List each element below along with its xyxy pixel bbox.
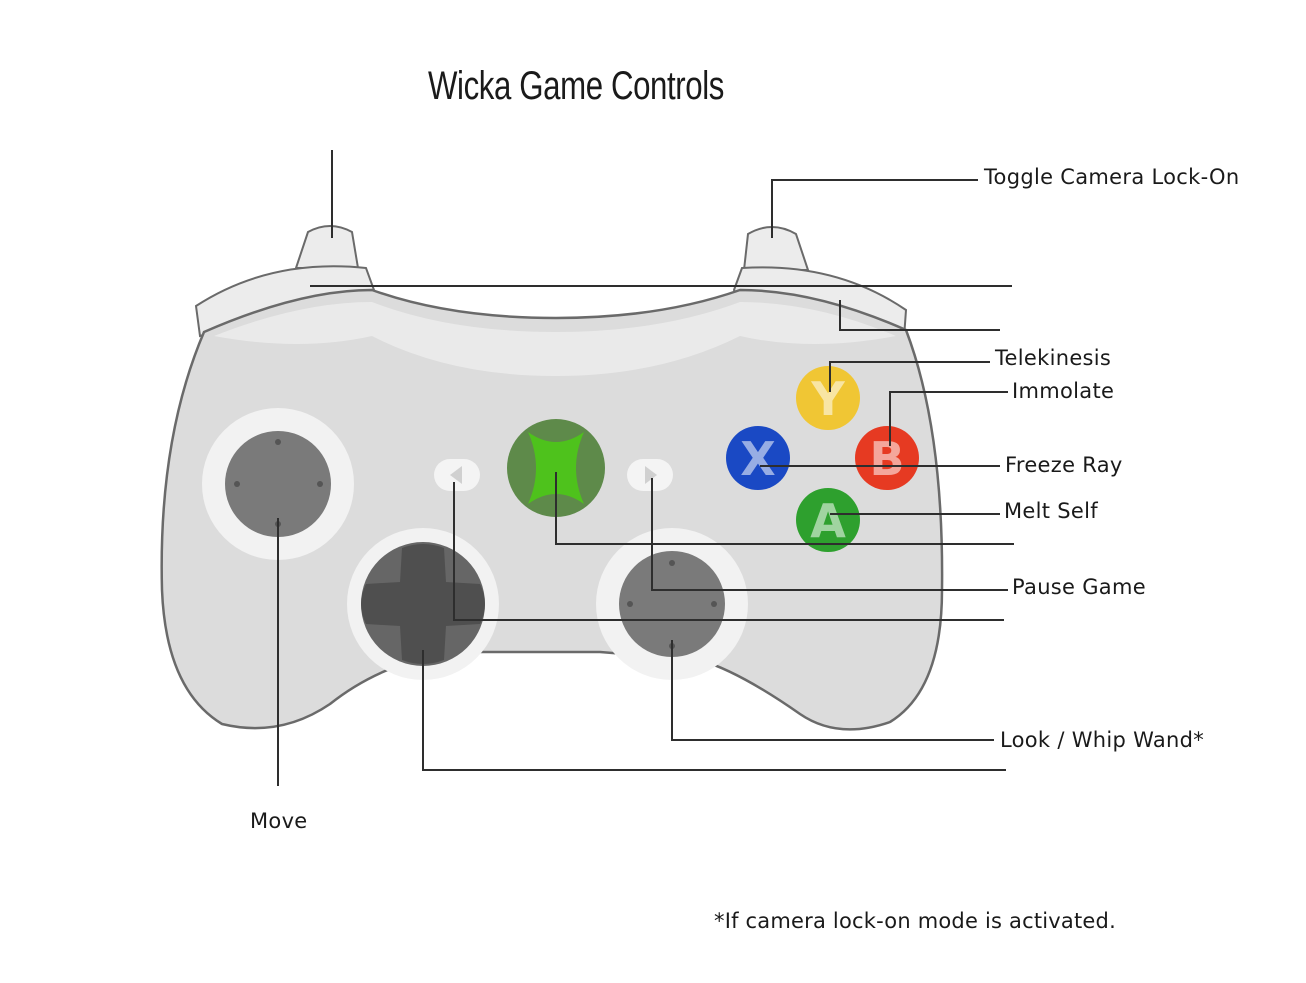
label-left-stick: Move xyxy=(250,809,308,833)
right-stick-dot xyxy=(627,601,633,607)
left-stick-dot xyxy=(234,481,240,487)
b-button[interactable] xyxy=(855,426,919,490)
x-button[interactable] xyxy=(726,426,790,490)
b-letter: B xyxy=(869,432,904,486)
page-title: Wicka Game Controls xyxy=(428,64,724,108)
right-trigger[interactable] xyxy=(742,226,810,271)
leader-right-bumper xyxy=(839,300,1000,331)
label-right-stick: Look / Whip Wand* xyxy=(1000,728,1205,752)
leader-right-stick xyxy=(671,640,994,741)
y-button[interactable] xyxy=(796,366,860,430)
left-stick-dot xyxy=(317,481,323,487)
label-b-button: Immolate xyxy=(1012,379,1115,403)
dpad[interactable] xyxy=(361,544,485,664)
label-x-button: Freeze Ray xyxy=(1005,453,1123,477)
label-right-bumper: Toggle Camera Lock-On xyxy=(984,165,1240,189)
back-arrow-icon xyxy=(450,466,462,484)
a-button[interactable] xyxy=(796,488,860,552)
right-stick[interactable] xyxy=(619,551,725,657)
body-highlight xyxy=(214,302,896,376)
leader-start xyxy=(651,478,1008,591)
leader-guide xyxy=(555,472,1014,545)
label-start-button: Pause Game xyxy=(1012,575,1146,599)
leader-back xyxy=(453,482,1004,621)
right-stick-dot xyxy=(669,560,675,566)
start-arrow-icon xyxy=(645,466,657,484)
a-letter: A xyxy=(810,494,846,548)
leader-b xyxy=(889,391,1008,446)
label-a-button: Melt Self xyxy=(1004,499,1098,523)
left-trigger[interactable] xyxy=(294,225,360,269)
leader-right-trigger xyxy=(771,179,978,238)
left-stick[interactable] xyxy=(225,431,331,537)
guide-x-icon xyxy=(528,432,584,504)
leader-lines xyxy=(277,150,1014,786)
leader-y xyxy=(829,361,990,392)
y-letter: Y xyxy=(810,372,845,426)
leader-dpad xyxy=(422,650,1006,771)
footnote: *If camera lock-on mode is activated. xyxy=(714,909,1116,933)
left-stick-dot xyxy=(275,439,281,445)
label-y-button: Telekinesis xyxy=(995,346,1112,370)
x-letter: X xyxy=(740,432,775,486)
right-stick-dot xyxy=(711,601,717,607)
